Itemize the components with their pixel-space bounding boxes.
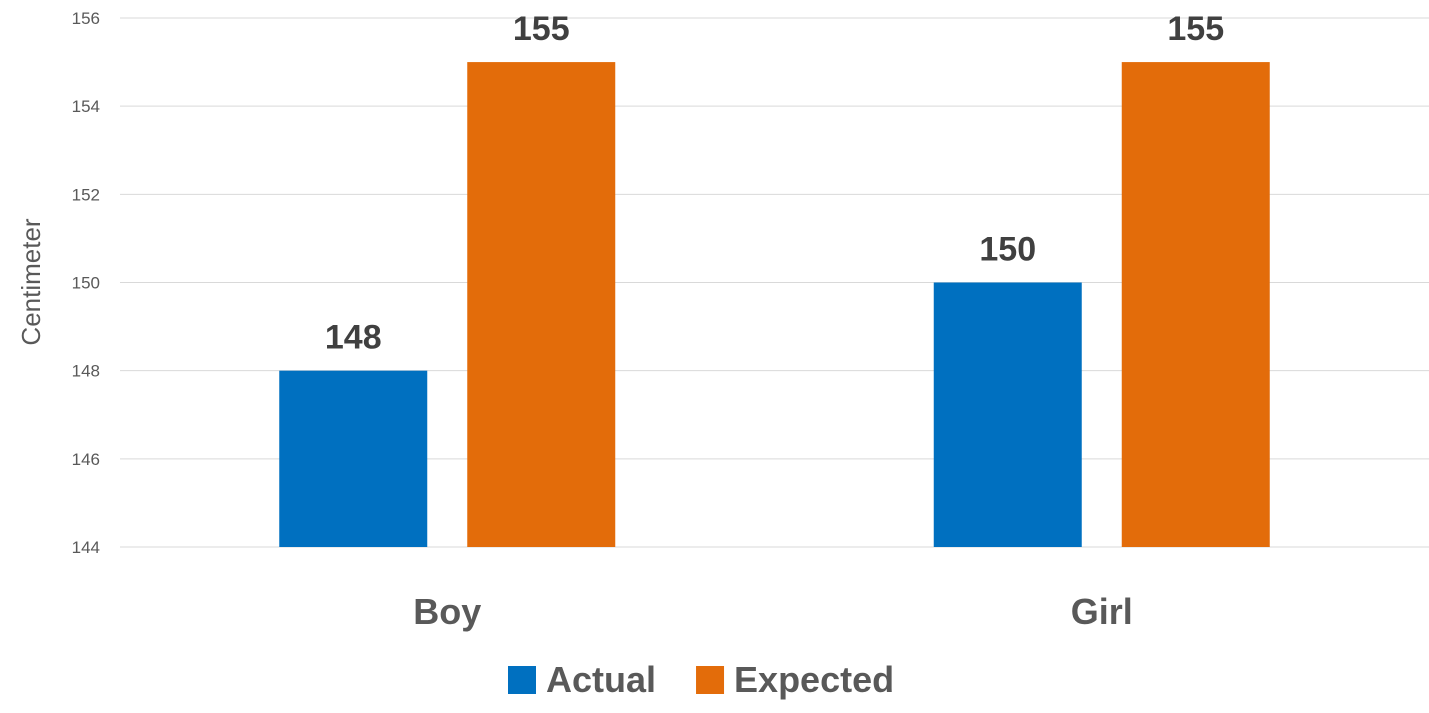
y-axis-label: Centimeter — [16, 218, 46, 345]
data-label-actual-boy: 148 — [325, 319, 382, 357]
data-label-expected-boy: 155 — [513, 10, 570, 48]
y-tick-label: 152 — [72, 185, 100, 204]
x-category-label: Boy — [413, 591, 481, 632]
bar-expected-boy — [467, 62, 616, 547]
x-category-label: Girl — [1071, 591, 1133, 632]
x-axis-categories: Boy Girl — [413, 591, 1133, 632]
y-tick-label: 148 — [72, 362, 100, 381]
bar-actual-girl — [933, 282, 1082, 547]
bars — [279, 62, 1270, 547]
y-tick-label: 156 — [72, 9, 100, 28]
y-tick-label: 154 — [72, 97, 100, 116]
legend-label-actual: Actual — [546, 659, 656, 700]
data-labels: 148 155 150 155 — [325, 10, 1224, 357]
bar-actual-boy — [279, 370, 428, 547]
y-tick-label: 144 — [72, 538, 100, 557]
y-tick-label: 146 — [72, 450, 100, 469]
legend-label-expected: Expected — [734, 659, 894, 700]
y-tick-label: 150 — [72, 274, 100, 293]
legend: Actual Expected — [508, 659, 894, 700]
data-label-expected-girl: 155 — [1167, 10, 1224, 48]
bar-expected-girl — [1121, 62, 1270, 547]
legend-swatch-expected — [696, 666, 725, 694]
y-axis-ticks: 144 146 148 150 152 154 156 — [72, 9, 100, 557]
data-label-actual-girl: 150 — [979, 231, 1036, 269]
legend-swatch-actual — [508, 666, 536, 694]
